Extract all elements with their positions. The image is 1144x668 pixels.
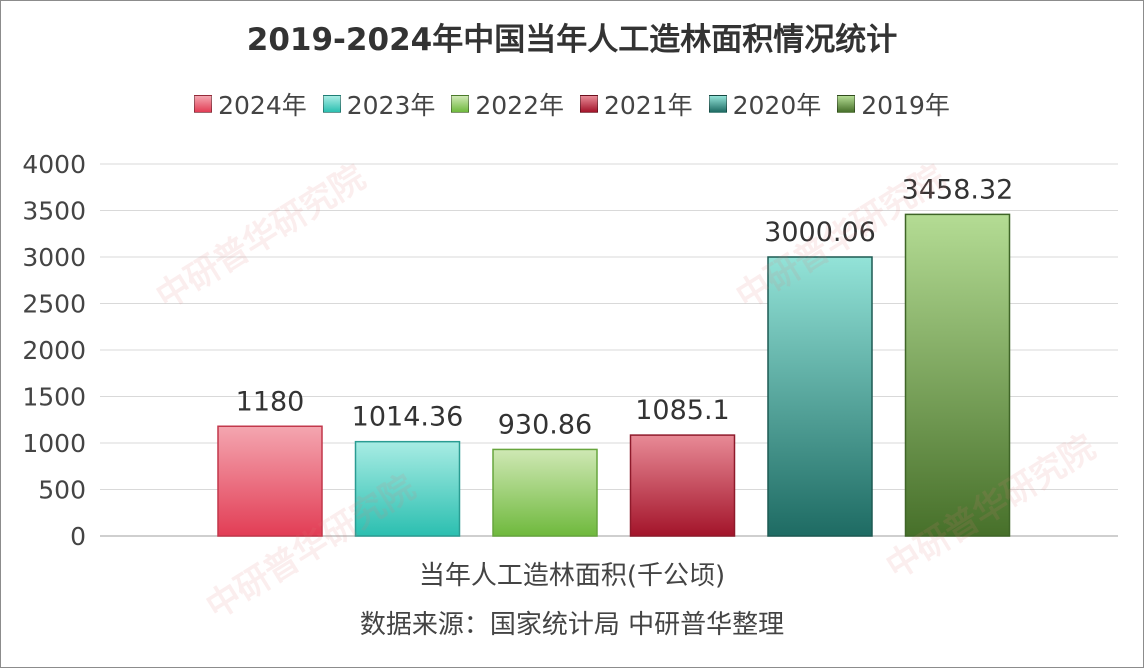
legend-item: 2020年 [708, 86, 822, 122]
legend-item: 2022年 [451, 86, 564, 122]
legend-label: 2019年 [861, 91, 950, 120]
bar-2024年 [217, 425, 323, 537]
data-label: 930.86 [498, 409, 592, 440]
chart-legend: 2024年 2023年 2022年 2021年 2020年 2019年 [0, 84, 1144, 124]
data-label: 1014.36 [352, 402, 464, 433]
y-tick-label: 1000 [22, 429, 86, 458]
y-tick-label: 4000 [22, 150, 86, 179]
y-tick-label: 2000 [22, 336, 86, 365]
bar-2022年 [492, 448, 598, 537]
legend-label: 2021年 [604, 91, 693, 120]
bar-2020年 [767, 256, 873, 537]
y-tick-label: 1500 [22, 383, 86, 412]
data-label: 1180 [236, 386, 305, 417]
legend-label: 2020年 [732, 91, 822, 120]
bar-2019年 [904, 213, 1011, 537]
y-tick-label: 0 [70, 522, 86, 551]
source-note: 数据来源：国家统计局 中研普华整理 [359, 610, 785, 640]
legend-label: 2023年 [346, 91, 436, 120]
y-tick-label: 500 [38, 476, 86, 505]
bar-2021年 [629, 434, 736, 537]
bar-2023年 [354, 440, 461, 537]
data-label: 3000.06 [764, 217, 876, 248]
legend-item: 2023年 [322, 86, 436, 122]
legend-swatch [580, 95, 598, 113]
legend-swatch [322, 95, 341, 113]
chart-title: 2019-2024年中国当年人工造林面积情况统计 [246, 22, 898, 58]
y-tick-label: 3000 [22, 243, 86, 272]
y-tick-label: 3500 [22, 197, 86, 226]
legend-swatch [194, 95, 213, 113]
legend-label: 2024年 [218, 91, 307, 120]
x-axis-label: 当年人工造林面积(千公顷) [418, 561, 726, 591]
data-label: 1085.1 [635, 395, 729, 426]
legend-swatch [708, 95, 727, 113]
legend-swatch [837, 95, 856, 113]
data-label: 3458.32 [902, 174, 1014, 205]
legend-item: 2021年 [580, 86, 693, 122]
y-tick-label: 2500 [22, 290, 86, 319]
legend-label: 2022年 [475, 91, 564, 120]
legend-swatch [451, 95, 470, 113]
legend-item: 2024年 [194, 86, 307, 122]
legend-item: 2019年 [837, 86, 950, 122]
